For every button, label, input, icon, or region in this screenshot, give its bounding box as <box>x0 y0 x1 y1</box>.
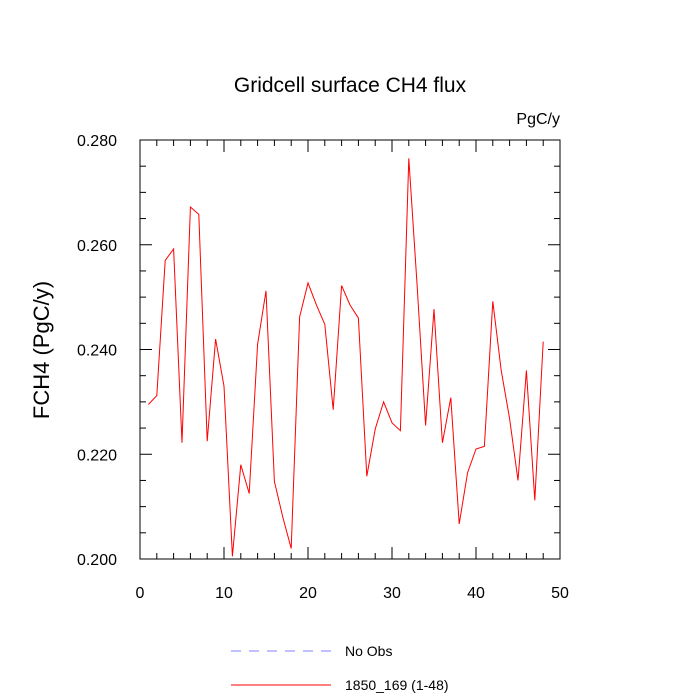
y-axis-label: FCH4 (PgC/y) <box>29 281 54 419</box>
x-tick-label: 0 <box>136 585 145 602</box>
y-tick-label: 0.240 <box>77 343 117 360</box>
x-tick-label: 50 <box>551 585 569 602</box>
y-tick-label: 0.280 <box>77 133 117 150</box>
y-axis: 0.200 0.220 0.240 0.260 0.280 <box>77 133 560 569</box>
y-tick-label: 0.220 <box>77 447 117 464</box>
x-axis: 0 10 20 30 40 50 <box>136 140 569 602</box>
chart-title: Gridcell surface CH4 flux <box>234 74 467 97</box>
legend-label-0: No Obs <box>345 643 392 659</box>
x-tick-label: 40 <box>467 585 485 602</box>
series-layer <box>148 158 544 557</box>
series-line-1 <box>148 158 544 557</box>
y-tick-label: 0.260 <box>77 238 117 255</box>
x-tick-label: 30 <box>383 585 401 602</box>
y-tick-label: 0.200 <box>77 552 117 569</box>
legend: No Obs 1850_169 (1-48) <box>231 643 449 693</box>
x-tick-label: 10 <box>215 585 233 602</box>
x-tick-label: 20 <box>299 585 317 602</box>
units-label: PgC/y <box>516 111 560 128</box>
plot-frame <box>139 139 561 560</box>
legend-label-1: 1850_169 (1-48) <box>345 677 449 693</box>
